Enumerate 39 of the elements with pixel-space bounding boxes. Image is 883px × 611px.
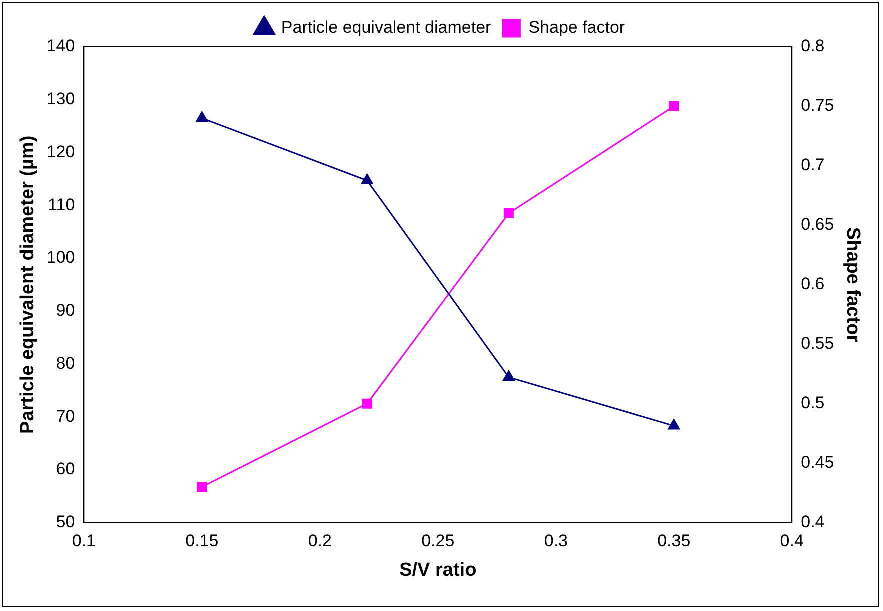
y2-tick-label: 0.5 xyxy=(801,394,825,413)
x-tick-label: 0.35 xyxy=(658,532,691,551)
x-tick-label: 0.4 xyxy=(780,532,804,551)
x-tick-label: 0.2 xyxy=(308,532,332,551)
y-tick-label: 50 xyxy=(56,512,76,532)
x-tick-label: 0.1 xyxy=(72,532,96,551)
y-axis-title: Particle equivalent diameter (µm) xyxy=(18,136,39,434)
point xyxy=(502,370,515,382)
y-tick-label: 120 xyxy=(46,142,76,162)
x-tick-label: 0.15 xyxy=(186,532,219,551)
y-tick-label: 90 xyxy=(56,301,76,320)
y-tick-label: 110 xyxy=(48,195,76,214)
y2-tick-label: 0.55 xyxy=(801,334,834,354)
x-tick-label: 0.25 xyxy=(422,532,455,551)
point xyxy=(668,419,680,430)
legend-label: Particle equivalent diameter xyxy=(281,18,492,38)
point xyxy=(669,101,680,112)
point xyxy=(504,208,514,219)
y2-tick-label: 0.75 xyxy=(801,96,834,116)
legend-label: Shape factor xyxy=(528,18,626,38)
y-tick-label: 140 xyxy=(46,36,76,56)
y2-tick-label: 0.7 xyxy=(801,156,825,175)
y-tick-label: 100 xyxy=(46,248,76,268)
y2-tick-label: 0.45 xyxy=(801,453,834,472)
x-tick-label: 0.3 xyxy=(544,532,568,551)
y2-tick-label: 0.6 xyxy=(801,274,825,294)
point xyxy=(362,398,372,409)
y2-tick-label: 0.65 xyxy=(801,215,834,234)
point xyxy=(361,174,374,185)
y-tick-label: 80 xyxy=(56,354,76,373)
y-tick-label: 130 xyxy=(46,90,76,109)
y-tick-label: 70 xyxy=(56,406,76,426)
y-tick-label: 60 xyxy=(56,460,76,479)
x-axis-title: S/V ratio xyxy=(400,560,477,581)
point xyxy=(197,482,208,492)
y2-tick-label: 0.4 xyxy=(801,512,825,532)
y2-axis-title: Shape factor xyxy=(842,227,864,344)
y2-tick-label: 0.8 xyxy=(801,36,825,56)
point xyxy=(196,112,208,122)
